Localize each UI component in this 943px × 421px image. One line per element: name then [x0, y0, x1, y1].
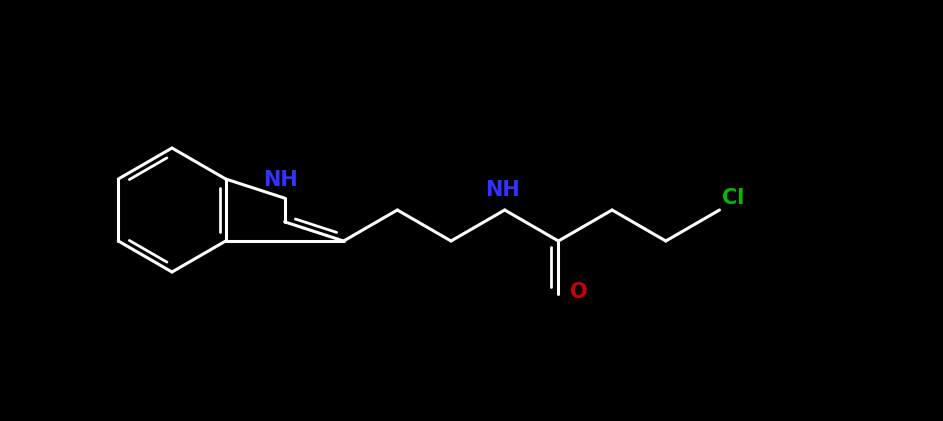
- Text: NH: NH: [486, 180, 521, 200]
- Text: NH: NH: [263, 170, 298, 190]
- Text: Cl: Cl: [722, 188, 745, 208]
- Text: O: O: [570, 282, 587, 302]
